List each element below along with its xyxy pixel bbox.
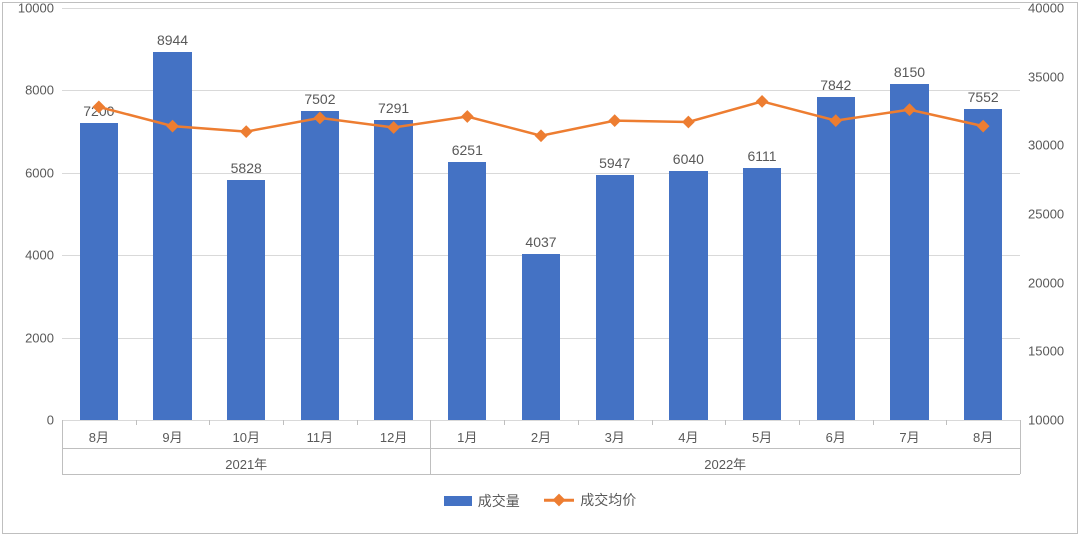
x-axis: 8月 9月 10月 11月 12月 1月 2月 3月 4月 5月 6月 7月 8月 2021年 2022年 <box>62 420 1020 500</box>
y-right-tick-label: 40000 <box>1028 1 1064 16</box>
x-tick-label: 8月 <box>973 427 993 446</box>
x-tick-label: 3月 <box>605 427 625 446</box>
x-tick-label: 2月 <box>531 427 551 446</box>
line-marker <box>461 110 474 123</box>
line-marker <box>829 114 842 127</box>
x-tick <box>799 420 800 425</box>
x-tick-label: 8月 <box>89 427 109 446</box>
y-left-tick-label: 8000 <box>25 83 54 98</box>
x-tick <box>873 420 874 425</box>
x-tick-label: 9月 <box>162 427 182 446</box>
x-tick-label: 4月 <box>678 427 698 446</box>
line-marker <box>756 95 769 108</box>
line-marker <box>977 120 990 133</box>
x-tick <box>136 420 137 425</box>
line-marker <box>682 116 695 129</box>
y-right-tick-label: 35000 <box>1028 69 1064 84</box>
x-tick <box>578 420 579 425</box>
line-marker <box>903 103 916 116</box>
x-tick-label: 12月 <box>380 427 407 446</box>
x-tick-label: 6月 <box>826 427 846 446</box>
y-right-tick-label: 20000 <box>1028 275 1064 290</box>
line-marker <box>166 120 179 133</box>
line-marker <box>535 129 548 142</box>
x-group-tick <box>1020 420 1021 474</box>
y-axis-right: 10000 15000 20000 25000 30000 35000 40000 <box>1028 0 1080 536</box>
legend-item-bar: 成交量 <box>444 491 520 511</box>
line-layer <box>62 8 1020 420</box>
x-axis-subline <box>62 448 1020 449</box>
x-group-tick <box>430 420 431 474</box>
legend: 成交量 成交均价 <box>0 490 1080 511</box>
line-marker <box>387 121 400 134</box>
y-right-tick-label: 25000 <box>1028 207 1064 222</box>
y-left-tick-label: 10000 <box>18 1 54 16</box>
x-tick-label: 10月 <box>232 427 259 446</box>
x-group-tick <box>62 420 63 474</box>
x-group-label: 2022年 <box>704 454 746 473</box>
legend-swatch-bar <box>444 496 472 506</box>
y-left-tick-label: 0 <box>47 413 54 428</box>
x-tick <box>652 420 653 425</box>
line-marker <box>92 101 105 114</box>
y-right-tick-label: 30000 <box>1028 138 1064 153</box>
y-left-tick-label: 6000 <box>25 165 54 180</box>
x-tick-label: 5月 <box>752 427 772 446</box>
x-tick-label: 11月 <box>307 427 334 446</box>
y-axis-left: 0 2000 4000 6000 8000 10000 <box>0 0 54 536</box>
x-tick <box>946 420 947 425</box>
x-group-label: 2021年 <box>225 454 267 473</box>
x-tick-label: 7月 <box>899 427 919 446</box>
legend-swatch-line <box>544 494 574 506</box>
y-left-tick-label: 4000 <box>25 248 54 263</box>
x-axis-bottomline <box>62 474 1020 475</box>
x-tick <box>209 420 210 425</box>
legend-item-line: 成交均价 <box>544 490 636 510</box>
plot-area: 7200894458287502729162514037594760406111… <box>62 8 1020 420</box>
y-left-tick-label: 2000 <box>25 330 54 345</box>
x-tick <box>283 420 284 425</box>
y-right-tick-label: 10000 <box>1028 413 1064 428</box>
line-marker <box>314 112 327 125</box>
chart-container: 7200894458287502729162514037594760406111… <box>0 0 1080 536</box>
x-tick <box>504 420 505 425</box>
x-tick-label: 1月 <box>457 427 477 446</box>
legend-label-bar: 成交量 <box>478 491 520 511</box>
x-tick <box>357 420 358 425</box>
legend-label-line: 成交均价 <box>580 490 636 510</box>
x-tick <box>725 420 726 425</box>
line-marker <box>240 125 253 138</box>
y-right-tick-label: 15000 <box>1028 344 1064 359</box>
line-marker <box>608 114 621 127</box>
